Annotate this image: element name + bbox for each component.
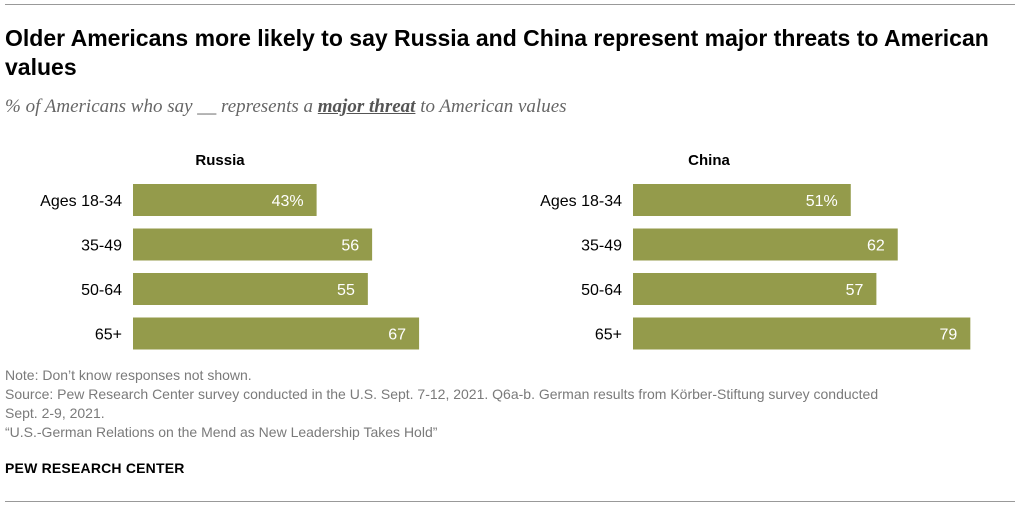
- china-bar: [633, 228, 898, 261]
- note-text: Note: Don’t know responses not shown.: [5, 367, 252, 383]
- russia-category-label: 50-64: [81, 282, 122, 299]
- chart-title: Older Americans more likely to say Russi…: [5, 25, 989, 80]
- russia-category-label: 35-49: [81, 238, 122, 255]
- china-category-label: 50-64: [581, 282, 622, 299]
- source-line-1: Source: Pew Research Center survey condu…: [5, 386, 879, 402]
- source-line-2: Sept. 2-9, 2021.: [5, 405, 105, 421]
- china-value-label: 62: [867, 238, 885, 255]
- bar-charts: Russia Ages 18-34 43% 35-49 56 50-64 55 65+ 67 C…: [40, 152, 971, 350]
- bottom-rule: [5, 501, 1015, 502]
- china-value-label: 57: [846, 282, 864, 299]
- china-bar: [633, 317, 971, 350]
- china-bar: [633, 184, 851, 216]
- russia-value-label: 43%: [272, 193, 304, 210]
- china-value-label: 79: [940, 327, 958, 344]
- russia-value-label: 55: [337, 282, 355, 299]
- chart-subtitle: % of Americans who say __ represents a m…: [5, 96, 567, 118]
- russia-value-label: 56: [341, 238, 359, 255]
- russia-bar: [133, 317, 420, 350]
- china-category-label: Ages 18-34: [540, 193, 622, 210]
- report-title: “U.S.-German Relations on the Mend as Ne…: [5, 424, 438, 440]
- russia-value-label: 67: [388, 327, 406, 344]
- china-category-label: 65+: [595, 327, 622, 344]
- china-value-label: 51%: [806, 193, 838, 210]
- china-category-label: 35-49: [581, 238, 622, 255]
- russia-bar: [133, 184, 317, 216]
- russia-panel-title: Russia: [195, 152, 245, 169]
- china-bar: [633, 273, 877, 305]
- subtitle-emphasis: major threat: [317, 96, 416, 117]
- russia-category-label: Ages 18-34: [40, 193, 122, 210]
- russia-category-label: 65+: [95, 327, 122, 344]
- china-panel-title: China: [688, 152, 730, 169]
- subtitle-before: % of Americans who say __ represents a: [5, 96, 318, 117]
- russia-panel: Russia Ages 18-34 43% 35-49 56 50-64 55 65+ 67: [40, 152, 420, 350]
- brand-name: PEW RESEARCH CENTER: [5, 460, 185, 476]
- russia-bar: [133, 228, 373, 261]
- top-rule: [5, 4, 1015, 5]
- china-panel: China Ages 18-34 51% 35-49 62 50-64 57 65+ 79: [540, 152, 971, 350]
- russia-bar: [133, 273, 368, 305]
- subtitle-after: to American values: [415, 96, 567, 117]
